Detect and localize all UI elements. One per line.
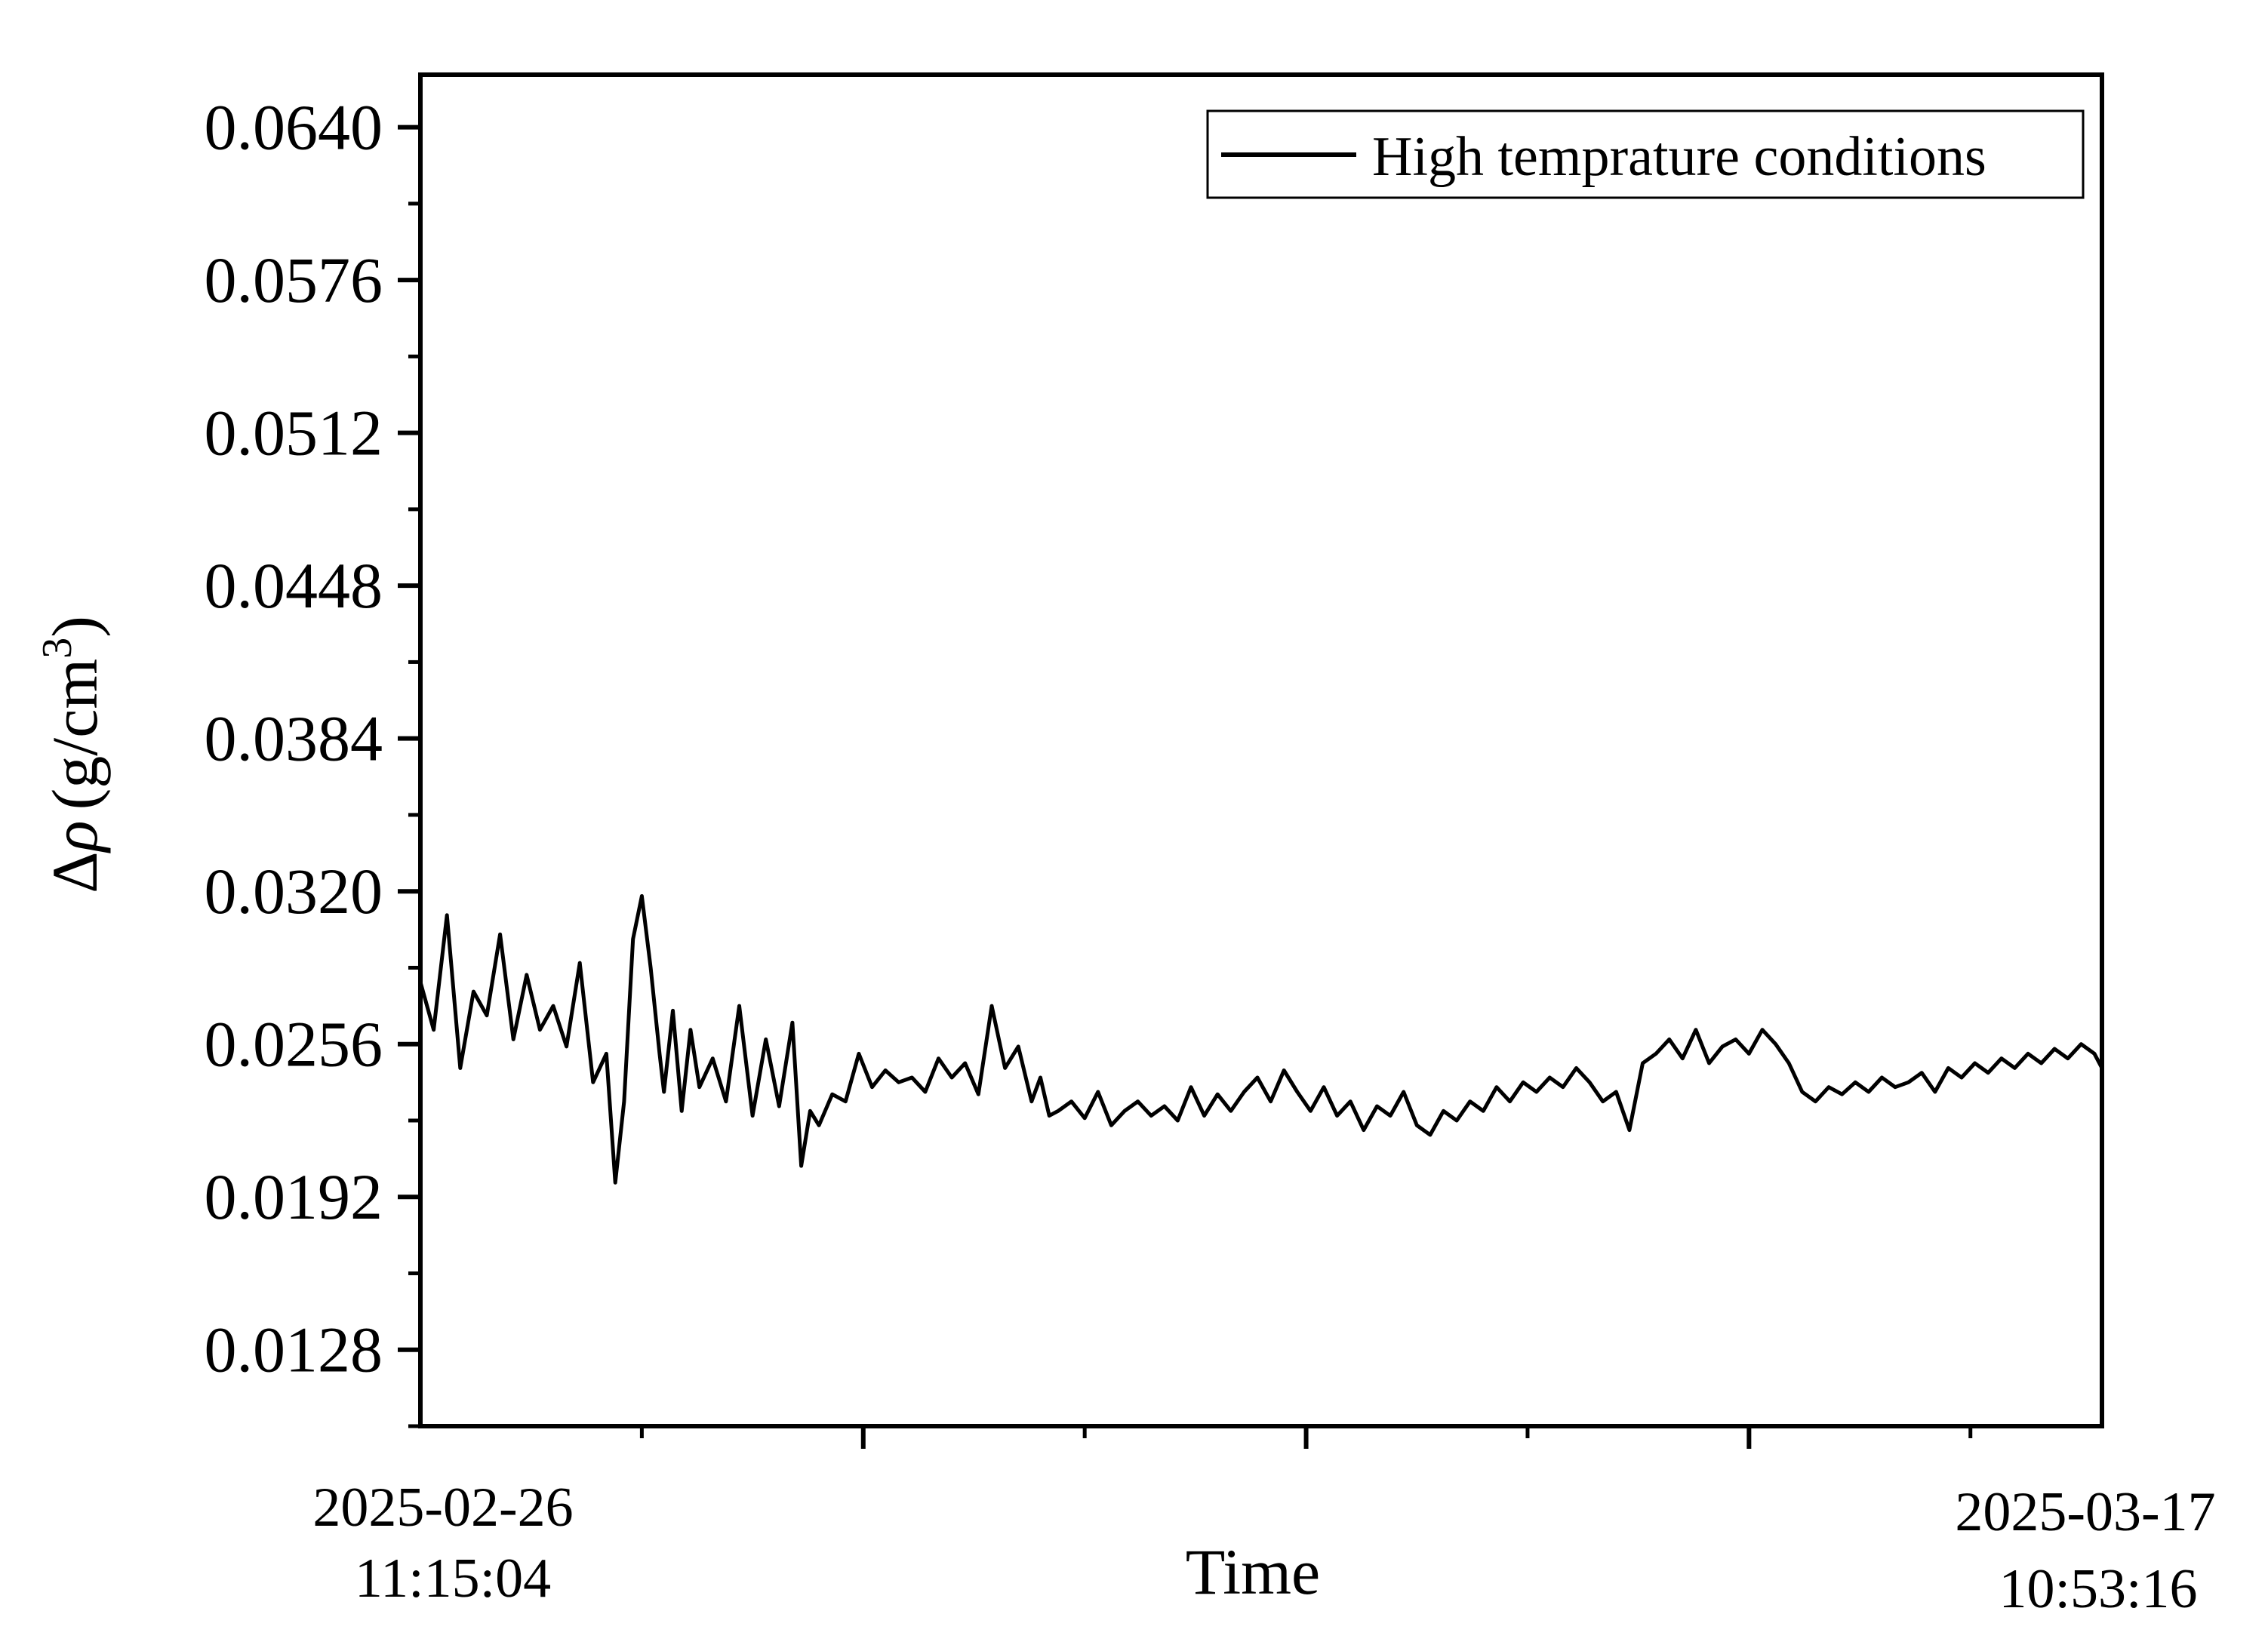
y-axis-title-delta: Δ <box>38 852 111 893</box>
y-tick-label: 0.0640 <box>205 91 383 164</box>
y-tick-label: 0.0384 <box>205 703 383 775</box>
x-tick-label-end: 2025-03-17 10:53:16 <box>1955 1481 2215 1620</box>
y-tick-label: 0.0320 <box>205 855 383 927</box>
y-tick-label: 0.0256 <box>205 1008 383 1081</box>
x-axis-ticks <box>639 1426 1973 1449</box>
y-tick-label: 0.0576 <box>205 244 383 316</box>
y-tick-label: 0.0128 <box>205 1314 383 1386</box>
x-tick-label-end-time: 10:53:16 <box>1999 1558 2197 1620</box>
plot-frame <box>418 72 2104 1428</box>
x-tick-label-start-time: 11:15:04 <box>355 1548 551 1610</box>
legend-label: High temprature conditions <box>1372 126 1986 188</box>
y-tick-label: 0.0512 <box>205 397 383 469</box>
x-tick-label-start-date: 2025-02-26 <box>312 1477 573 1539</box>
y-tick-label: 0.0192 <box>205 1161 383 1233</box>
y-axis-title-exponent: 3 <box>34 638 81 659</box>
y-axis-title-rho: ρ <box>38 820 111 853</box>
x-tick-label-start: 2025-02-26 11:15:04 <box>312 1477 573 1610</box>
series-line-high-temprature-conditions <box>418 894 2104 1185</box>
y-tick-label: 0.0448 <box>205 549 383 622</box>
y-axis-title-close: ) <box>38 616 111 638</box>
y-axis-ticks: 0.0128 0.0192 0.0256 0.0320 0.0384 0.0448 0.05… <box>205 91 420 1428</box>
legend: High temprature conditions <box>1206 109 2085 199</box>
x-axis-title: Time <box>1186 1536 1320 1608</box>
y-axis-title: Δρ (g/cm3) <box>34 616 111 893</box>
x-tick-label-end-date: 2025-03-17 <box>1955 1481 2215 1543</box>
y-axis-title-unit: (g/cm <box>38 659 111 810</box>
